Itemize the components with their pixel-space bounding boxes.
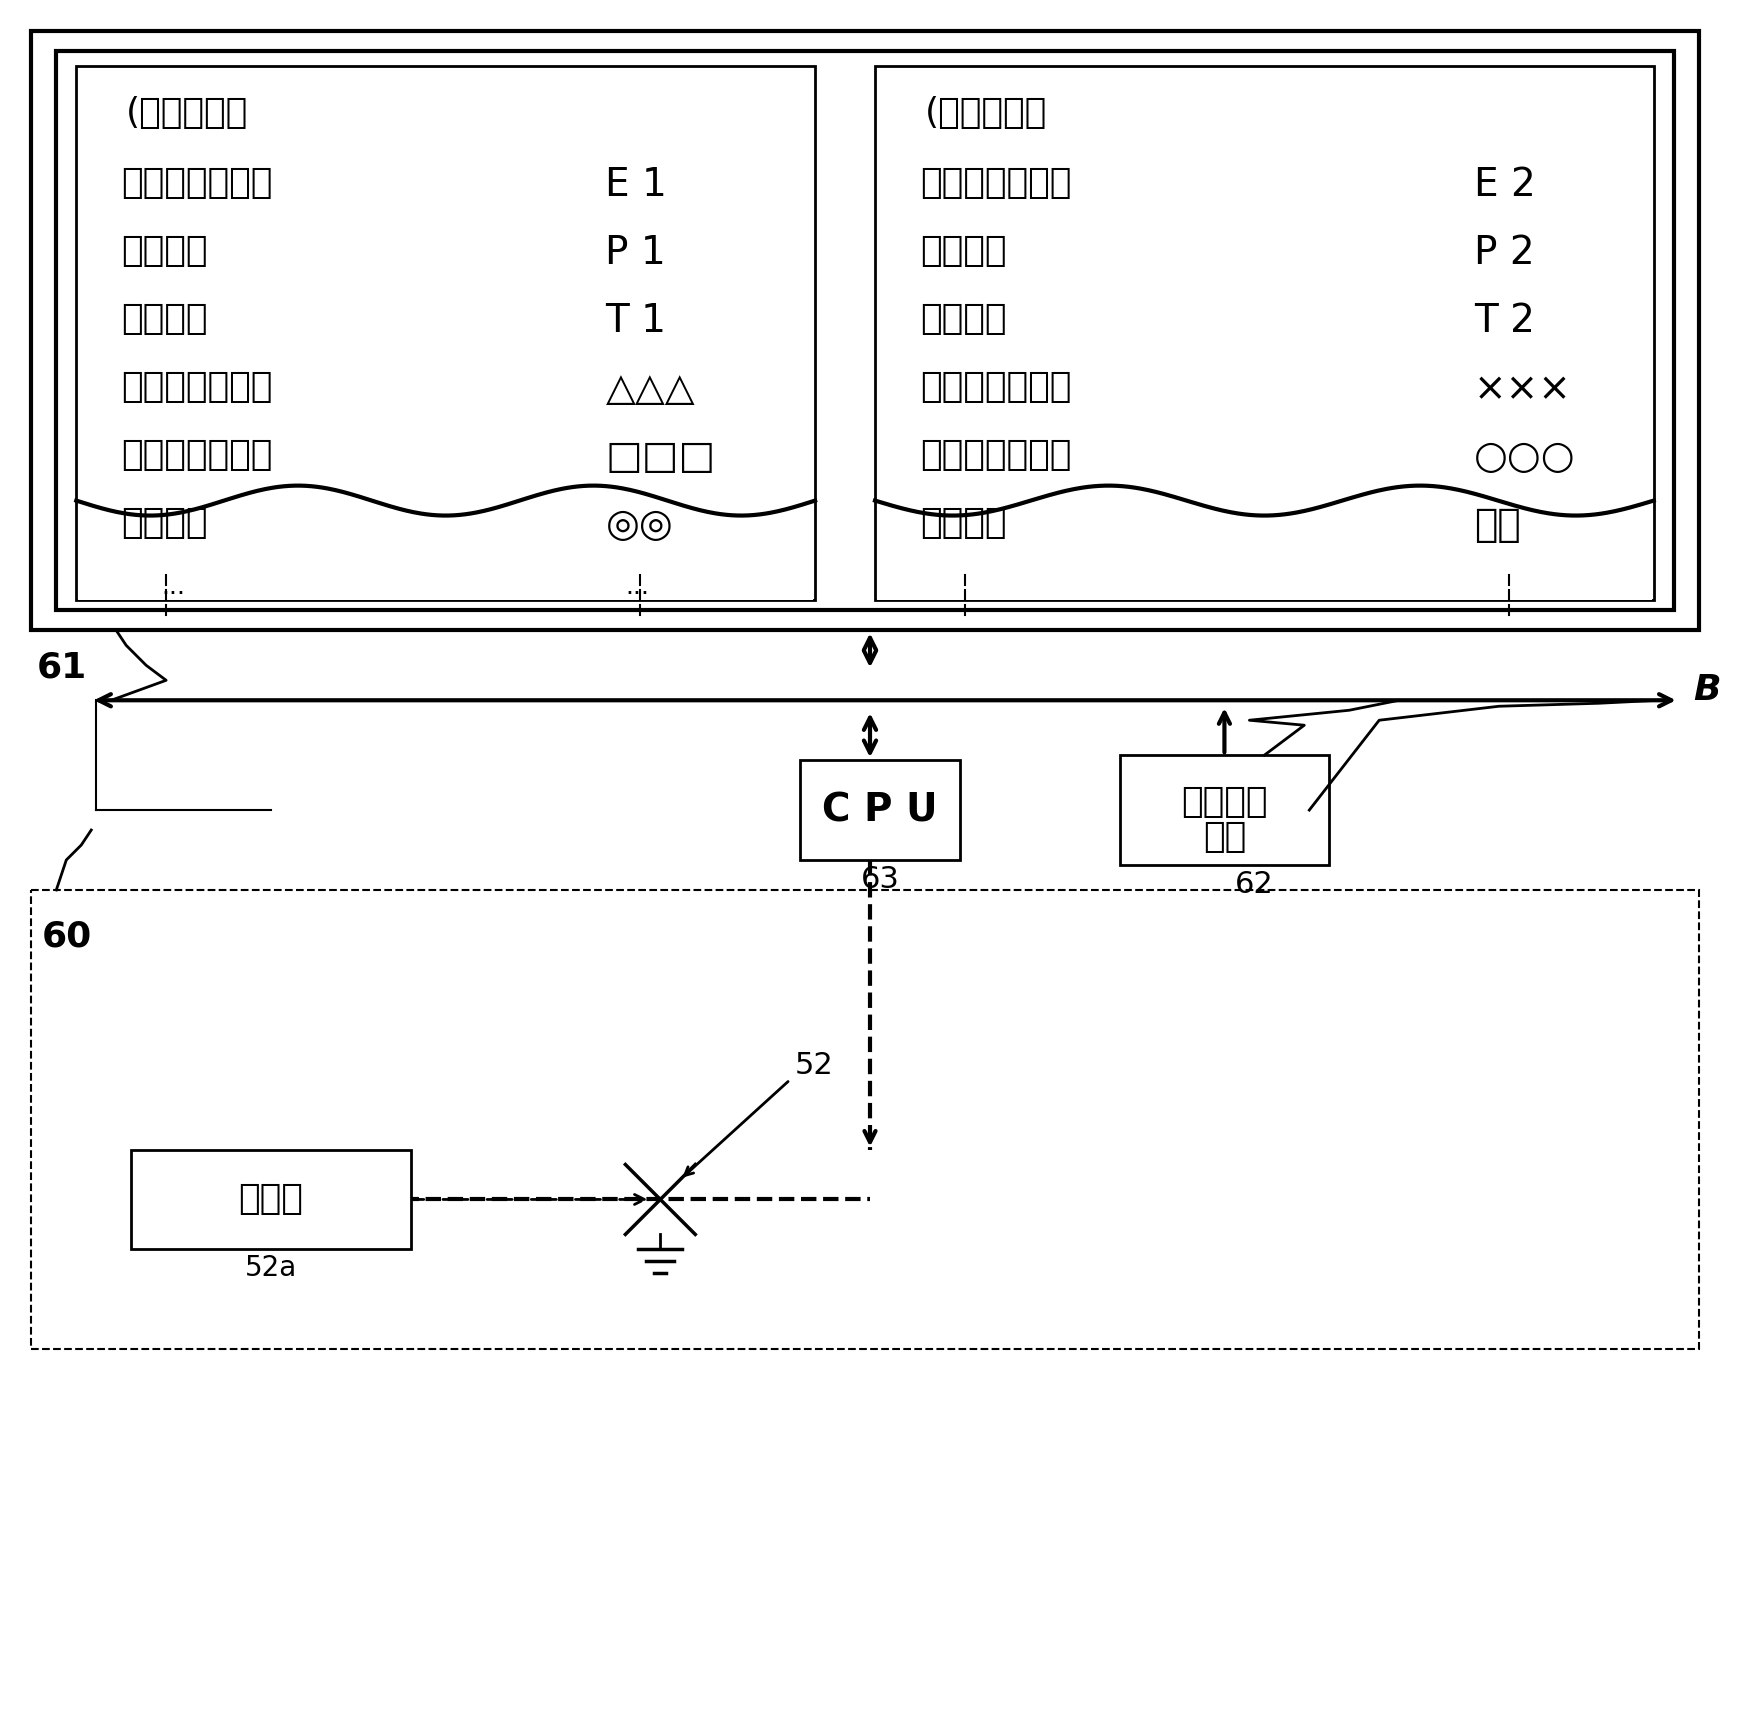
Text: △△△: △△△ <box>606 370 695 408</box>
Bar <box>31 889 1699 1349</box>
Text: 61: 61 <box>36 651 87 684</box>
Text: 处理时间: 处理时间 <box>921 506 1006 539</box>
Text: ◎◎: ◎◎ <box>606 506 674 544</box>
Text: E 1: E 1 <box>606 166 667 204</box>
Text: (第二处理）: (第二处理） <box>924 97 1047 130</box>
Bar <box>877 501 1652 601</box>
Text: 晶片温度: 晶片温度 <box>122 302 208 337</box>
Text: ×××: ××× <box>1475 370 1572 408</box>
Text: 晶片温度: 晶片温度 <box>921 302 1006 337</box>
Bar <box>78 501 813 601</box>
Text: B: B <box>1694 674 1721 708</box>
Text: 装置: 装置 <box>1202 820 1245 855</box>
Bar <box>875 66 1654 601</box>
Text: 52a: 52a <box>245 1254 297 1283</box>
Text: ...: ... <box>625 575 650 599</box>
Bar <box>132 1150 410 1249</box>
Bar <box>801 760 961 860</box>
Text: P 1: P 1 <box>606 235 667 273</box>
Text: ...: ... <box>162 575 186 599</box>
Text: 致动器: 致动器 <box>238 1183 304 1216</box>
Text: 处理气体的流量: 处理气体的流量 <box>122 437 273 471</box>
Text: 处理压力: 处理压力 <box>122 235 208 268</box>
Text: (第一处理）: (第一处理） <box>127 97 248 130</box>
Text: 处理压力: 处理压力 <box>921 235 1006 268</box>
Text: 处理气体的种类: 处理气体的种类 <box>921 370 1072 404</box>
Text: 处理气体的流量: 处理气体的流量 <box>921 437 1072 471</box>
Text: 62: 62 <box>1235 870 1273 900</box>
Bar <box>76 66 815 601</box>
Text: 60: 60 <box>42 920 92 953</box>
Bar <box>31 31 1699 630</box>
Text: 回回: 回回 <box>1475 506 1522 544</box>
Text: □□□: □□□ <box>606 437 716 475</box>
Bar <box>56 52 1674 610</box>
Text: 处理时间: 处理时间 <box>122 506 208 539</box>
Text: 处方选择: 处方选择 <box>1181 786 1268 819</box>
Text: 处理气体的种类: 处理气体的种类 <box>122 370 273 404</box>
Text: C P U: C P U <box>822 791 938 829</box>
Text: 52: 52 <box>796 1050 834 1079</box>
Bar <box>1120 755 1329 865</box>
Text: 聚焦环电极电压: 聚焦环电极电压 <box>921 166 1072 200</box>
Text: 聚焦环电极电压: 聚焦环电极电压 <box>122 166 273 200</box>
Text: T 1: T 1 <box>606 302 667 340</box>
Text: 63: 63 <box>860 865 900 895</box>
Text: ○○○: ○○○ <box>1475 437 1575 475</box>
Text: T 2: T 2 <box>1475 302 1536 340</box>
Text: E 2: E 2 <box>1475 166 1536 204</box>
Text: P 2: P 2 <box>1475 235 1536 273</box>
